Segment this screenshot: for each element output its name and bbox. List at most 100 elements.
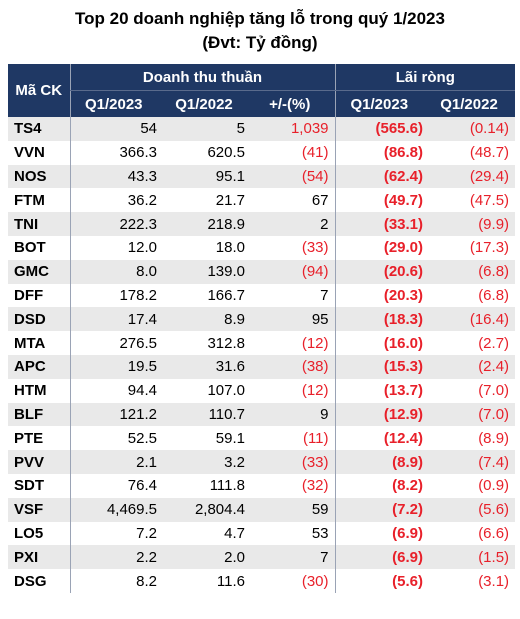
- cell-rev-2022: 111.8: [163, 473, 251, 498]
- cell-change: (12): [251, 378, 336, 403]
- cell-change: (33): [251, 450, 336, 474]
- table-row: BOT 12.0 18.0 (33) (29.0) (17.3): [8, 235, 516, 260]
- cell-rev-2023: 19.5: [69, 354, 163, 379]
- cell-code: VVN: [8, 140, 70, 165]
- cell-rev-2022: 8.9: [163, 307, 251, 332]
- table-row: LO5 7.2 4.7 53 (6.9) (6.6): [8, 521, 516, 546]
- cell-change: 1,039: [251, 117, 336, 141]
- cell-np-2023: (12.4): [334, 426, 430, 451]
- cell-change: 7: [251, 283, 336, 308]
- cell-np-2022: (6.8): [429, 283, 516, 308]
- cell-rev-2023: 36.2: [69, 188, 163, 213]
- header-code: Mã CK: [8, 64, 70, 117]
- cell-np-2023: (18.3): [334, 307, 430, 332]
- cell-np-2023: (49.7): [334, 188, 430, 213]
- cell-np-2022: (9.9): [429, 212, 516, 236]
- cell-code: DFF: [8, 283, 70, 308]
- cell-np-2023: (20.6): [334, 259, 430, 284]
- cell-np-2023: (6.9): [334, 521, 430, 546]
- table-row: NOS 43.3 95.1 (54) (62.4) (29.4): [8, 164, 516, 189]
- cell-rev-2022: 11.6: [163, 569, 251, 593]
- cell-np-2022: (6.6): [429, 521, 516, 546]
- cell-np-2022: (3.1): [429, 569, 516, 593]
- cell-rev-2023: 2.1: [69, 450, 163, 474]
- cell-rev-2022: 3.2: [163, 450, 251, 474]
- cell-change: 7: [251, 545, 336, 570]
- cell-rev-2023: 222.3: [69, 212, 163, 236]
- cell-np-2022: (7.0): [429, 402, 516, 427]
- table-row: SDT 76.4 111.8 (32) (8.2) (0.9): [8, 473, 516, 498]
- cell-rev-2023: 121.2: [69, 402, 163, 427]
- cell-code: BLF: [8, 402, 70, 427]
- cell-np-2023: (565.6): [334, 117, 430, 141]
- cell-rev-2022: 166.7: [163, 283, 251, 308]
- cell-code: TNI: [8, 212, 70, 236]
- table-row: TNI 222.3 218.9 2 (33.1) (9.9): [8, 212, 516, 236]
- cell-change: 67: [251, 188, 336, 213]
- cell-rev-2022: 95.1: [163, 164, 251, 189]
- cell-np-2023: (15.3): [334, 354, 430, 379]
- table-row: APC 19.5 31.6 (38) (15.3) (2.4): [8, 354, 516, 379]
- cell-np-2023: (20.3): [334, 283, 430, 308]
- page-subtitle: (Đvt: Tỷ đồng): [202, 33, 318, 52]
- table-row: HTM 94.4 107.0 (12) (13.7) (7.0): [8, 378, 516, 403]
- cell-rev-2023: 43.3: [69, 164, 163, 189]
- table-row: PVV 2.1 3.2 (33) (8.9) (7.4): [8, 450, 516, 474]
- cell-np-2022: (5.6): [429, 497, 516, 522]
- cell-np-2022: (29.4): [429, 164, 516, 189]
- cell-np-2023: (33.1): [334, 212, 430, 236]
- cell-change: (30): [251, 569, 336, 593]
- header-rev-q1-2022: Q1/2022: [163, 90, 251, 117]
- cell-np-2022: (8.9): [429, 426, 516, 451]
- cell-np-2022: (1.5): [429, 545, 516, 570]
- cell-rev-2022: 18.0: [163, 235, 251, 260]
- cell-code: SDT: [8, 473, 70, 498]
- header-np-q1-2022: Q1/2022: [429, 90, 516, 117]
- cell-change: (94): [251, 259, 336, 284]
- cell-rev-2022: 4.7: [163, 521, 251, 546]
- cell-change: (38): [251, 354, 336, 379]
- cell-rev-2022: 139.0: [163, 259, 251, 284]
- cell-rev-2023: 54: [69, 117, 163, 141]
- table-row: DSG 8.2 11.6 (30) (5.6) (3.1): [8, 569, 516, 593]
- cell-code: NOS: [8, 164, 70, 189]
- cell-code: DSG: [8, 569, 70, 593]
- cell-np-2023: (13.7): [334, 378, 430, 403]
- page-title: Top 20 doanh nghiệp tăng lỗ trong quý 1/…: [75, 9, 445, 28]
- cell-np-2022: (7.0): [429, 378, 516, 403]
- loss-table: Mã CK Doanh thu thuần Lãi ròng Q1/2023 Q…: [8, 64, 516, 593]
- cell-rev-2023: 8.0: [69, 259, 163, 284]
- cell-rev-2022: 620.5: [163, 140, 251, 165]
- cell-np-2023: (12.9): [334, 402, 430, 427]
- cell-np-2022: (48.7): [429, 140, 516, 165]
- cell-np-2022: (17.3): [429, 235, 516, 260]
- cell-change: 59: [251, 497, 336, 522]
- cell-rev-2023: 276.5: [69, 331, 163, 355]
- cell-rev-2023: 12.0: [69, 235, 163, 260]
- cell-code: PVV: [8, 450, 70, 474]
- cell-rev-2022: 31.6: [163, 354, 251, 379]
- cell-np-2023: (8.9): [334, 450, 430, 474]
- cell-change: (32): [251, 473, 336, 498]
- cell-np-2022: (16.4): [429, 307, 516, 332]
- cell-np-2023: (5.6): [334, 569, 430, 593]
- cell-rev-2022: 110.7: [163, 402, 251, 427]
- header-rev-q1-2023: Q1/2023: [69, 90, 163, 117]
- cell-change: 2: [251, 212, 336, 236]
- cell-rev-2022: 2.0: [163, 545, 251, 570]
- cell-np-2023: (8.2): [334, 473, 430, 498]
- cell-code: APC: [8, 354, 70, 379]
- table-row: PTE 52.5 59.1 (11) (12.4) (8.9): [8, 426, 516, 451]
- cell-np-2022: (7.4): [429, 450, 516, 474]
- cell-change: (12): [251, 331, 336, 355]
- cell-np-2023: (6.9): [334, 545, 430, 570]
- cell-code: PXI: [8, 545, 70, 570]
- cell-rev-2022: 5: [163, 117, 251, 141]
- table-row: DSD 17.4 8.9 95 (18.3) (16.4): [8, 307, 516, 332]
- cell-code: HTM: [8, 378, 70, 403]
- cell-change: (41): [251, 140, 336, 165]
- cell-rev-2023: 8.2: [69, 569, 163, 593]
- cell-rev-2023: 52.5: [69, 426, 163, 451]
- table-row: FTM 36.2 21.7 67 (49.7) (47.5): [8, 188, 516, 213]
- table-body: TS4 54 5 1,039 (565.6) (0.14) VVN 366.3 620.5 (41…: [8, 117, 516, 593]
